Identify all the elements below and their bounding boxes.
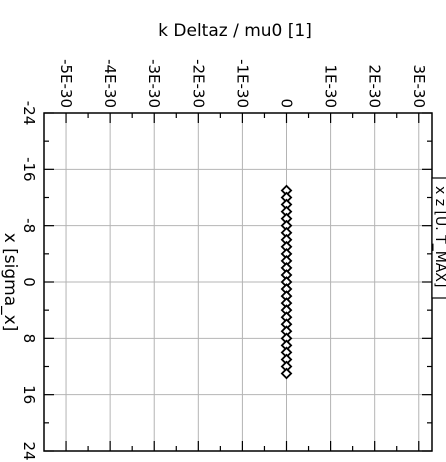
side-legend-text: x z [U. T_MAX]: [432, 186, 446, 287]
y-tick-label: -24: [20, 101, 38, 126]
x-tick-label: 3E-30: [410, 64, 428, 108]
grid-layer: [44, 113, 432, 451]
side-legend: x z [U. T_MAX]: [431, 177, 446, 299]
x-tick-label: -2E-30: [189, 59, 207, 108]
x-tick-label: -1E-30: [233, 59, 251, 108]
top-axis-title: k Deltaz / mu0 [1]: [158, 21, 312, 41]
x-tick-label: -4E-30: [101, 59, 119, 108]
y-tick-label: 24: [20, 441, 38, 460]
data-point-marker: [280, 367, 293, 380]
tick-layer: [44, 112, 432, 452]
x-tick-label: 2E-30: [366, 64, 384, 108]
x-tick-label: 1E-30: [322, 64, 340, 108]
y-tick-label: 16: [20, 385, 38, 404]
y-tick-label: 8: [20, 334, 38, 344]
data-point-layer: [280, 184, 293, 380]
side-legend-box: [431, 177, 446, 299]
x-tick-label: -5E-30: [57, 59, 75, 108]
y-tick-label: -16: [20, 157, 38, 182]
x-tick-label: -3E-30: [145, 59, 163, 108]
y-tick-label: -8: [20, 218, 38, 233]
left-axis-title: x [sigma_x]: [0, 233, 20, 332]
tick-label-layer: -5E-30 -4E-30 -3E-30 -2E-30 -1E-30 0 1E-30 2E-3…: [20, 59, 428, 460]
y-tick-label: 0: [20, 277, 38, 287]
x-tick-label: 0: [278, 98, 296, 108]
